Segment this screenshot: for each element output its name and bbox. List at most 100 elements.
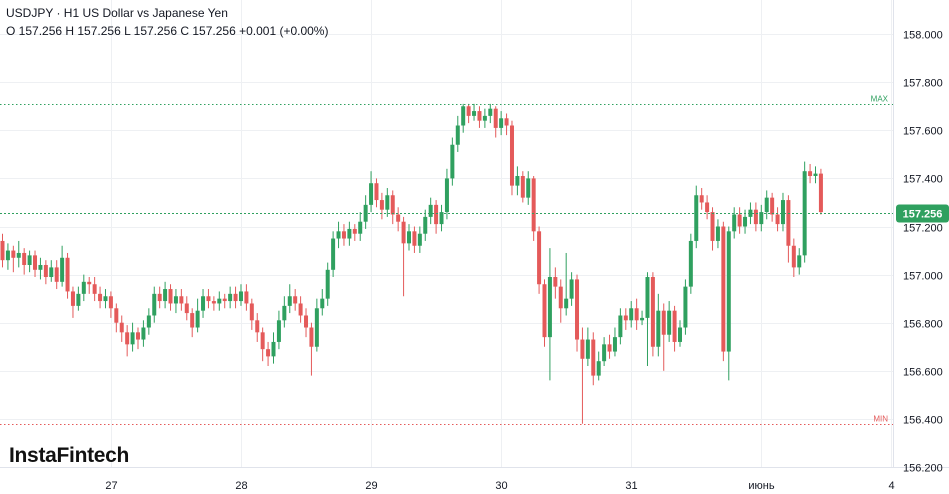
candle-body	[434, 204, 439, 225]
current-price-tag: 157.256	[0, 204, 949, 223]
candle-body	[417, 233, 422, 246]
candle-body	[320, 298, 325, 309]
candle-body	[715, 226, 720, 241]
candle-body	[580, 339, 585, 359]
candle-up	[515, 166, 520, 196]
candle-body	[341, 231, 346, 239]
candle-body	[591, 339, 596, 376]
candle-up	[130, 322, 135, 352]
candle-body	[130, 332, 135, 345]
candle-down	[770, 192, 775, 222]
candle-body	[385, 195, 390, 210]
max-label: MAX	[871, 95, 889, 104]
candle-body	[125, 332, 130, 345]
candle-body	[70, 291, 75, 306]
candle-body	[407, 231, 411, 244]
candle-down	[705, 195, 710, 220]
candle-up	[748, 202, 753, 225]
current-price-badge	[896, 204, 949, 223]
candle-body	[477, 111, 482, 121]
candle-down	[509, 120, 514, 196]
candle-body	[38, 264, 43, 270]
candle-down	[623, 308, 628, 330]
candle-body	[0, 240, 5, 261]
candle-down	[98, 286, 103, 309]
candle-down	[125, 325, 130, 357]
candle-body	[369, 183, 374, 205]
candle-body	[575, 279, 580, 340]
candle-down	[477, 106, 482, 128]
candle-down	[591, 332, 596, 386]
candle-down	[222, 293, 227, 309]
candle-body	[152, 293, 157, 316]
candle-down	[70, 286, 75, 318]
candle-up	[488, 103, 493, 124]
candle-body	[764, 197, 769, 213]
candle-body	[488, 108, 493, 116]
candle-down	[179, 289, 184, 311]
candle-down	[136, 327, 140, 350]
x-tick-label: 31	[625, 480, 637, 492]
candle-up	[38, 257, 43, 280]
candle-body	[450, 144, 455, 179]
candle-body	[217, 298, 222, 304]
candle-up	[423, 209, 428, 241]
candles	[0, 103, 823, 424]
candle-up	[629, 301, 634, 328]
candle-up	[694, 185, 699, 249]
candle-down	[206, 289, 211, 309]
candle-down	[580, 327, 585, 424]
candle-up	[726, 226, 731, 381]
candle-body	[607, 344, 612, 352]
candle-body	[298, 303, 303, 316]
candle-body	[331, 238, 336, 270]
min-label: MIN	[873, 415, 888, 424]
candle-up	[612, 327, 617, 357]
candle-body	[260, 332, 265, 350]
candle-up	[683, 279, 688, 335]
candle-down	[661, 303, 666, 371]
price-axis[interactable]: 158.000 157.800 157.600 157.400 157.200 157.0…	[903, 30, 943, 475]
candle-body	[347, 228, 352, 239]
candle-body	[287, 296, 292, 306]
y-tick-label: 157.400	[903, 174, 943, 186]
time-axis[interactable]: 27 28 29 30 31 июнь 4	[105, 480, 894, 492]
candle-body	[537, 231, 542, 285]
candle-body	[667, 310, 672, 335]
candle-body	[526, 178, 531, 198]
candle-up	[141, 320, 146, 347]
candle-body	[558, 286, 563, 309]
candle-up	[217, 291, 222, 311]
candle-body	[618, 315, 623, 338]
candle-down	[542, 279, 547, 347]
candle-body	[119, 322, 124, 333]
candle-body	[228, 293, 233, 302]
candle-up	[5, 243, 10, 270]
candle-body	[87, 281, 92, 285]
candle-body	[22, 252, 27, 265]
ohlc-readout: O 157.256 H 157.256 L 157.256 C 157.256 …	[6, 24, 329, 38]
candle-body	[27, 255, 32, 265]
candle-body	[168, 289, 173, 304]
candle-body	[336, 231, 341, 239]
candle-body	[141, 327, 146, 340]
x-tick-label: 4	[888, 480, 894, 492]
candle-body	[282, 305, 287, 321]
candle-up	[602, 337, 607, 366]
candle-body	[515, 176, 520, 186]
candle-up	[780, 192, 785, 232]
candle-up	[320, 289, 325, 316]
candle-down	[531, 176, 536, 241]
candle-down	[92, 277, 97, 302]
candle-body	[596, 361, 601, 376]
candle-body	[222, 298, 227, 302]
candle-body	[103, 296, 108, 302]
candle-up	[238, 284, 243, 306]
candle-body	[43, 264, 48, 278]
candle-up	[325, 262, 330, 306]
candle-up	[797, 248, 802, 275]
candle-up	[428, 197, 433, 225]
candle-body	[564, 298, 569, 309]
candle-body	[11, 250, 16, 258]
